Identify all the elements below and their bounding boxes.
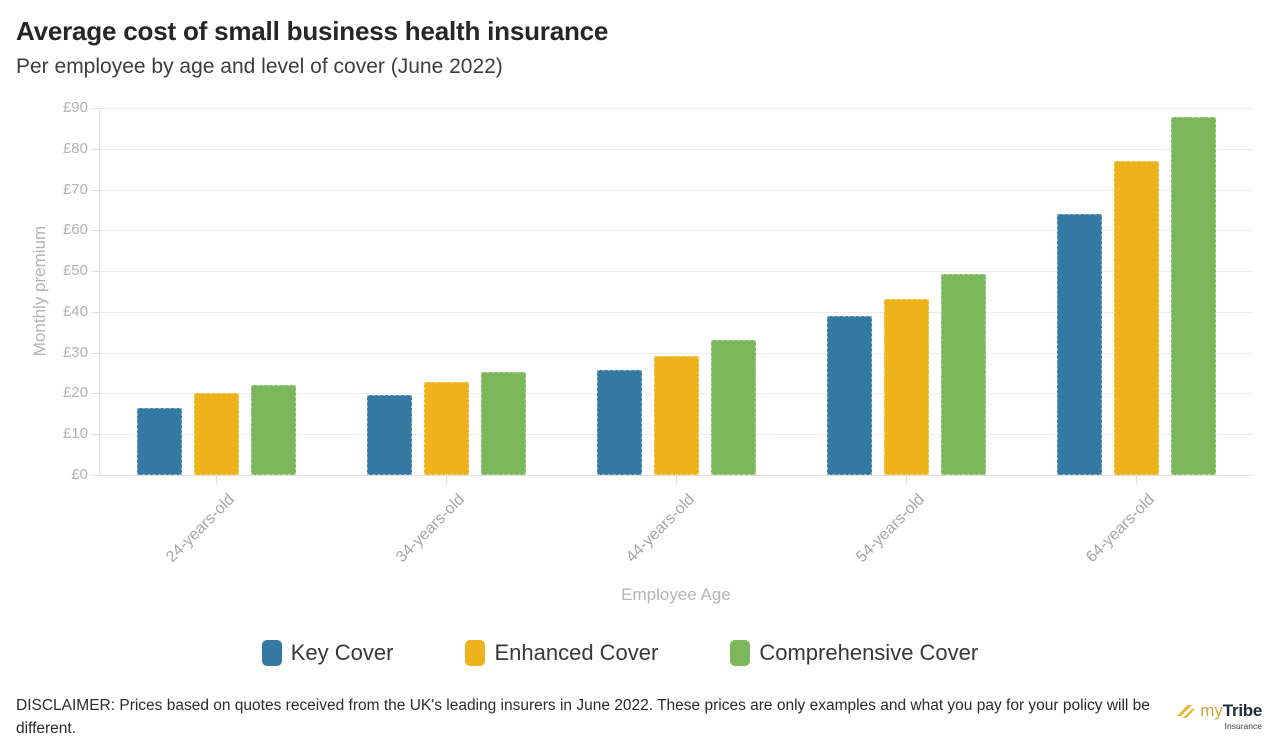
legend-swatch-enhanced-cover — [465, 640, 486, 666]
x-tick-label-64-years-old: 64-years-old — [1083, 491, 1159, 566]
y-tick-70 — [91, 189, 99, 191]
y-tick-30 — [91, 352, 99, 354]
gridline-60 — [99, 230, 1253, 232]
bar-key-cover-54-years-old — [826, 316, 872, 475]
y-tick-60 — [91, 230, 99, 232]
x-tick-34-years-old — [446, 476, 447, 484]
x-tick-24-years-old — [216, 476, 217, 484]
y-tick-0 — [91, 475, 99, 476]
bar-key-cover-44-years-old — [596, 370, 642, 475]
x-axis-title: Employee Age — [621, 585, 731, 604]
legend-swatch-key-cover — [261, 640, 282, 666]
bar-comprehensive-cover-44-years-old — [710, 340, 756, 475]
y-tick-label-80: £80 — [62, 139, 88, 157]
disclaimer-text: DISCLAIMER: Prices based on quotes recei… — [16, 697, 1150, 738]
gridline-50 — [99, 271, 1253, 273]
mytribe-logo: my Tribe Insurance — [1176, 701, 1262, 731]
y-axis-line — [99, 108, 100, 475]
y-tick-10 — [91, 434, 99, 436]
legend-label-comprehensive-cover: Comprehensive Cover — [759, 640, 979, 665]
chart-legend: Key Cover Enhanced Cover Comprehensive Cov… — [0, 640, 1240, 666]
y-tick-label-70: £70 — [62, 180, 88, 198]
gridline-80 — [99, 148, 1253, 150]
mytribe-logo-icon — [1176, 704, 1196, 719]
legend-item-enhanced-cover: Enhanced Cover — [465, 640, 658, 666]
x-axis-line — [99, 475, 1253, 476]
legend-item-key-cover: Key Cover — [261, 640, 394, 666]
x-tick-64-years-old — [1136, 476, 1137, 484]
gridline-90 — [99, 108, 1253, 109]
bar-comprehensive-cover-24-years-old — [250, 385, 296, 475]
logo-text-insurance: Insurance — [1224, 721, 1262, 731]
bar-comprehensive-cover-34-years-old — [480, 372, 526, 475]
bar-enhanced-cover-64-years-old — [1113, 161, 1159, 475]
gridline-40 — [99, 311, 1253, 313]
gridline-70 — [99, 189, 1253, 191]
y-tick-label-30: £30 — [62, 343, 88, 361]
logo-text-tribe: Tribe — [1222, 701, 1262, 720]
x-tick-label-54-years-old: 54-years-old — [853, 491, 929, 566]
y-tick-50 — [91, 271, 99, 273]
bar-enhanced-cover-24-years-old — [193, 393, 239, 475]
legend-item-comprehensive-cover: Comprehensive Cover — [730, 640, 978, 666]
y-tick-90 — [91, 108, 99, 109]
x-tick-label-24-years-old: 24-years-old — [163, 491, 239, 566]
y-tick-label-20: £20 — [62, 384, 88, 402]
bar-key-cover-64-years-old — [1056, 214, 1102, 475]
y-tick-20 — [91, 393, 99, 395]
bar-key-cover-34-years-old — [366, 395, 412, 475]
bar-enhanced-cover-34-years-old — [423, 382, 469, 475]
bar-key-cover-24-years-old — [136, 408, 182, 475]
bar-comprehensive-cover-64-years-old — [1170, 117, 1216, 475]
bar-enhanced-cover-44-years-old — [653, 356, 699, 475]
legend-swatch-comprehensive-cover — [730, 640, 751, 666]
y-tick-40 — [91, 311, 99, 313]
y-tick-label-40: £40 — [62, 302, 88, 320]
x-tick-label-44-years-old: 44-years-old — [623, 491, 699, 566]
legend-label-enhanced-cover: Enhanced Cover — [494, 640, 659, 665]
bar-comprehensive-cover-54-years-old — [940, 274, 986, 475]
y-tick-80 — [91, 148, 99, 150]
y-tick-label-0: £0 — [71, 466, 88, 483]
y-axis-title: Monthly premium — [30, 225, 49, 357]
y-tick-label-50: £50 — [62, 262, 88, 280]
gridline-30 — [99, 352, 1253, 354]
logo-text-my: my — [1200, 701, 1223, 720]
x-tick-44-years-old — [676, 476, 677, 484]
y-tick-label-90: £90 — [62, 99, 88, 116]
y-tick-label-10: £10 — [62, 425, 88, 443]
chart-subtitle: Per employee by age and level of cover (… — [16, 55, 503, 78]
x-tick-54-years-old — [906, 476, 907, 484]
x-tick-label-34-years-old: 34-years-old — [393, 491, 469, 566]
chart-title: Average cost of small business health in… — [16, 16, 609, 46]
bar-enhanced-cover-54-years-old — [883, 299, 929, 475]
y-tick-label-60: £60 — [62, 221, 88, 239]
legend-label-key-cover: Key Cover — [290, 640, 394, 665]
